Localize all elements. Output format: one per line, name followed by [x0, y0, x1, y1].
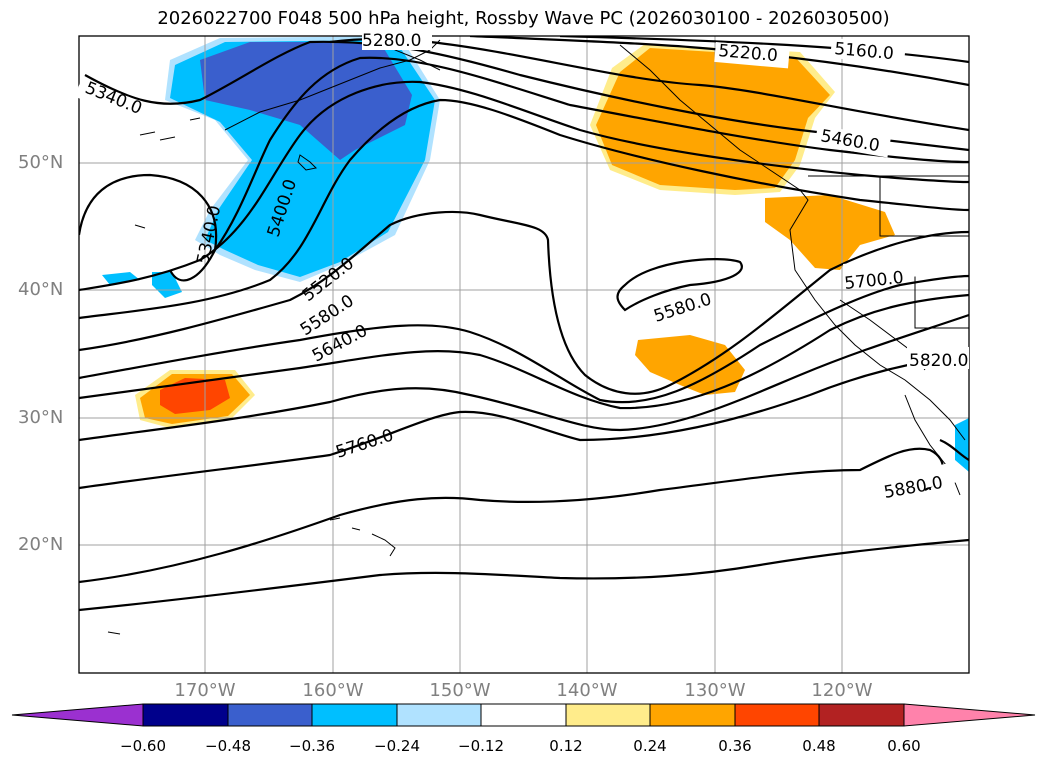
lon-label: 130°W: [684, 680, 746, 701]
colorbar-bin: [480, 703, 567, 727]
colorbar-tick-label: 0.24: [633, 737, 667, 755]
colorbar-bin: [142, 703, 229, 727]
contour-5700: [79, 293, 969, 410]
lat-label: 40°N: [18, 279, 64, 300]
lon-label: 140°W: [556, 680, 618, 701]
contour-small: [79, 538, 969, 612]
contour-label: 5160.0: [834, 39, 895, 64]
colorbar-tick-label: −0.60: [120, 737, 166, 755]
map-area: [79, 36, 969, 673]
colorbar-tick-label: 0.60: [887, 737, 921, 755]
contour-label: 5280.0: [362, 31, 421, 51]
colorbar-extend-low: [11, 703, 144, 727]
positive-anomaly-strong-region-west: [160, 378, 230, 414]
colorbar-tick-label: 0.48: [802, 737, 836, 755]
colorbar-extend-high: [903, 703, 1036, 727]
lon-label: 160°W: [302, 680, 364, 701]
contour-5580: [79, 210, 969, 395]
colorbar-bin: [734, 703, 820, 727]
colorbar-tick-label: 0.36: [718, 737, 752, 755]
colorbar-bin: [565, 703, 651, 727]
colorbar: [11, 703, 1036, 727]
contour-5580-closed: [616, 258, 743, 312]
contour-5160: [559, 36, 969, 64]
lat-label: 50°N: [18, 152, 64, 173]
lat-label: 20°N: [18, 534, 64, 555]
lon-label: 120°W: [811, 680, 873, 701]
contour-5760: [79, 313, 969, 442]
contour-5880: [79, 447, 944, 584]
contour-5880-coast: [939, 438, 969, 461]
contour-label: 5340.0: [82, 78, 145, 119]
height-contours: [79, 36, 969, 612]
colorbar-bin: [649, 703, 736, 727]
contour-label: 5580.0: [651, 289, 714, 326]
contour-label: 5820.0: [909, 351, 968, 371]
lat-label: 30°N: [18, 407, 64, 428]
colorbar-bin: [818, 703, 905, 727]
positive-anomaly-mid-region-coast: [765, 195, 895, 270]
positive-anomaly-mid-region: [596, 48, 830, 190]
positive-anomaly-mid-region-subtropics: [635, 335, 745, 395]
contour-5400: [79, 56, 969, 282]
lon-label: 150°W: [429, 680, 491, 701]
colorbar-tick-label: −0.48: [205, 737, 251, 755]
map-title: 2026022700 F048 500 hPa height, Rossby W…: [157, 8, 890, 29]
contour-5520: [79, 98, 969, 320]
colorbar-tick-label: −0.12: [458, 737, 504, 755]
colorbar-bin: [396, 703, 482, 727]
contour-5820: [79, 353, 969, 490]
colorbar-tick-label: −0.36: [289, 737, 335, 755]
contour-5460: [79, 80, 969, 292]
contour-5640: [79, 274, 969, 404]
colorbar-tick-label: 0.12: [549, 737, 583, 755]
lon-label: 170°W: [174, 680, 236, 701]
colorbar-tick-label: −0.24: [374, 737, 420, 755]
colorbar-bin: [311, 703, 398, 727]
contour-label: 5760.0: [333, 425, 396, 462]
colorbar-bin: [227, 703, 313, 727]
